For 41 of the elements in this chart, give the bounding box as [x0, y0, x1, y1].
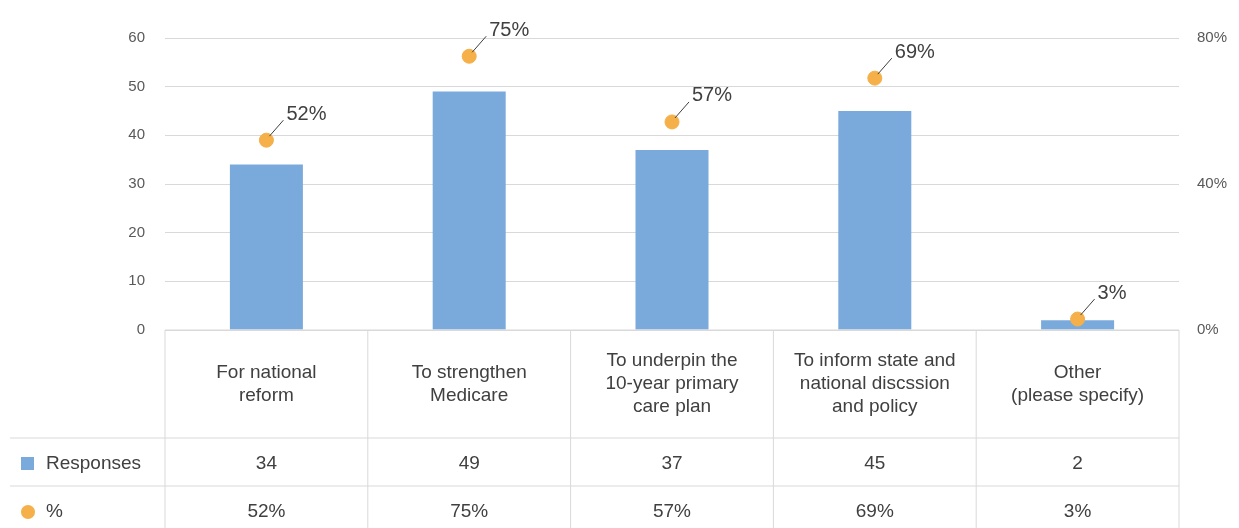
x-tick-label: To inform state and national discssion and policy: [794, 349, 956, 417]
y-tick-label: 30: [128, 174, 145, 192]
data-label: 49: [458, 452, 480, 474]
y-tick-label: 40: [128, 125, 145, 143]
y-tick-label: 20: [128, 222, 145, 240]
point: [258, 132, 274, 148]
text: 75%: [489, 17, 530, 40]
text: 57%: [692, 83, 733, 106]
y-tick-label: 0: [136, 320, 145, 338]
x-tick-label: For national reform: [216, 360, 317, 405]
bar: [229, 164, 303, 330]
legend-label: %: [46, 500, 63, 522]
data-label: 37: [661, 452, 683, 474]
point: [664, 114, 680, 130]
text: 3%: [1097, 280, 1127, 303]
point: [461, 48, 477, 64]
y2-tick-label: 40%: [1197, 174, 1228, 192]
text: 69%: [894, 39, 935, 62]
bar: [432, 91, 506, 330]
data-label: 69%: [855, 500, 894, 522]
data-label: 57%: [652, 500, 692, 522]
y2-tick-label: 80%: [1197, 28, 1228, 46]
bar: [635, 149, 709, 330]
legend-label: Responses: [46, 452, 142, 474]
x-tick-label: To underpin the 10-year primary care plan: [605, 349, 740, 417]
y-tick-label: 60: [128, 28, 145, 46]
data-label: 3%: [1063, 500, 1092, 522]
point: [867, 70, 883, 86]
bar: [838, 111, 912, 330]
x-tick-label: Other (please specify): [1011, 360, 1145, 405]
x-tick-label: To strengthen Medicare: [411, 360, 527, 405]
data-label: 52%: [247, 500, 286, 522]
data-label: 2: [1072, 452, 1083, 474]
data-label: 75%: [450, 500, 489, 522]
y2-tick-label: 0%: [1197, 320, 1219, 338]
point: [1070, 311, 1086, 327]
y-tick-label: 50: [128, 76, 145, 94]
data-label: 45: [864, 452, 886, 474]
y-tick-label: 10: [128, 271, 145, 289]
data-label: 34: [255, 452, 278, 474]
text: 52%: [286, 101, 327, 124]
